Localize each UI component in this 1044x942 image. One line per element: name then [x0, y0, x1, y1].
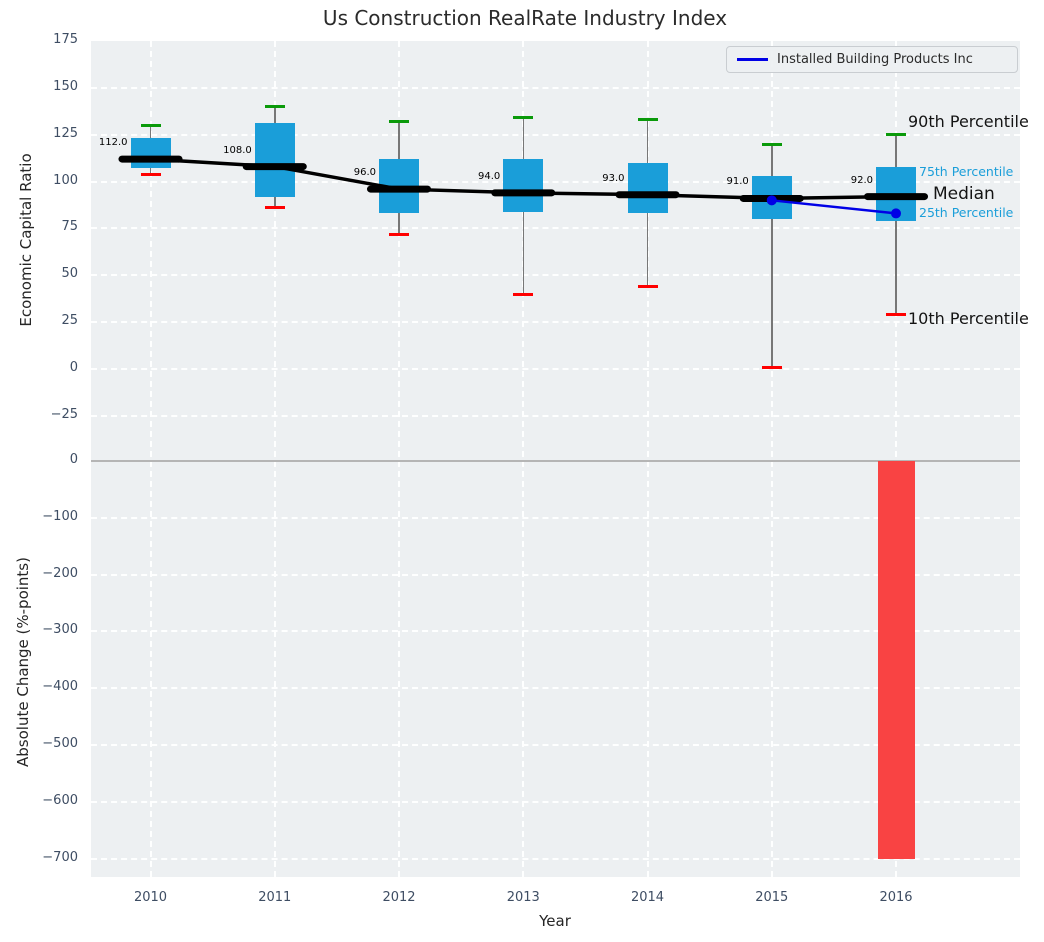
xtick-2013: 2013 [506, 890, 540, 905]
box-2013 [503, 159, 544, 212]
gridline-horizontal [91, 227, 1020, 230]
gridline-vertical [895, 41, 897, 877]
ytick-top-125: 125 [53, 125, 78, 141]
gridline-horizontal [91, 800, 1020, 803]
cap-10th-2011 [264, 206, 285, 210]
ytick-top-175: 175 [53, 31, 78, 47]
gridline-horizontal [91, 133, 1020, 136]
gridline-vertical [522, 41, 525, 877]
xtick-2016: 2016 [879, 890, 913, 905]
cap-10th-2014 [637, 285, 658, 289]
ytick-top-150: 150 [53, 78, 78, 94]
ytick-bottom--700: −700 [42, 849, 78, 865]
whisker-2015 [771, 144, 773, 368]
gridline-horizontal [91, 857, 1020, 860]
gridline-horizontal [91, 86, 1020, 89]
gridline-horizontal [91, 687, 1020, 690]
annotation-90th-percentile: 90th Percentile [908, 112, 1029, 131]
box-2014 [627, 162, 668, 214]
xtick-2010: 2010 [133, 890, 168, 905]
cap-90th-2015 [761, 142, 782, 146]
cap-90th-2011 [264, 105, 285, 109]
chart-title: Us Construction RealRate Industry Index [322, 6, 728, 30]
ytick-top--25: −25 [50, 406, 78, 422]
annotation-median: Median [933, 184, 995, 204]
cap-90th-2013 [513, 116, 534, 120]
annotation-25th-percentile: 25th Percentile [919, 205, 1014, 220]
xtick-2011: 2011 [258, 890, 292, 905]
box-2016 [876, 166, 916, 221]
box-2012 [379, 159, 419, 214]
gridline-horizontal [91, 274, 1020, 277]
legend-label: Installed Building Products Inc [777, 52, 973, 67]
ytick-top-0: 0 [69, 360, 78, 375]
gridline-horizontal [91, 368, 1020, 370]
box-2011 [254, 123, 295, 197]
xtick-2014: 2014 [630, 890, 665, 905]
gridline-horizontal [91, 630, 1020, 633]
cap-90th-2016 [886, 133, 906, 137]
box-2010 [130, 138, 171, 169]
cap-90th-2010 [140, 123, 161, 127]
ytick-bottom--600: −600 [42, 792, 78, 808]
cap-10th-2015 [761, 365, 782, 369]
zero-line [91, 460, 1020, 462]
ytick-bottom--400: −400 [42, 679, 78, 695]
median-value-label-2010: 112.0 [98, 137, 128, 149]
gridline-horizontal [91, 573, 1020, 576]
cap-10th-2013 [513, 292, 534, 296]
ytick-bottom--200: −200 [42, 565, 78, 581]
gridline-vertical [398, 41, 400, 877]
annotation-10th-percentile: 10th Percentile [908, 309, 1029, 328]
ytick-bottom--300: −300 [42, 622, 78, 638]
median-value-label-2011: 108.0 [223, 144, 252, 156]
ytick-top-75: 75 [61, 219, 78, 235]
xtick-2012: 2012 [382, 890, 416, 905]
box-2015 [751, 175, 792, 220]
median-value-label-2016: 92.0 [850, 174, 873, 186]
median-value-label-2013: 94.0 [477, 170, 501, 182]
legend-line-swatch [737, 58, 768, 61]
y-axis-label-bottom: Absolute Change (%-points) [14, 557, 32, 767]
x-axis-label: Year [539, 912, 571, 930]
cap-10th-2012 [389, 232, 409, 236]
ytick-top-100: 100 [53, 172, 78, 188]
median-value-label-2014: 93.0 [602, 172, 625, 184]
ytick-bottom--100: −100 [42, 508, 78, 524]
legend: Installed Building Products Inc [726, 46, 1018, 73]
gridline-vertical [770, 41, 773, 877]
xtick-2015: 2015 [755, 890, 789, 905]
cap-90th-2014 [637, 118, 658, 122]
ytick-bottom-0: 0 [69, 452, 78, 467]
cap-90th-2012 [389, 120, 409, 124]
gridline-vertical [646, 41, 649, 877]
median-value-label-2015: 91.0 [726, 176, 749, 188]
gridline-vertical [273, 41, 276, 877]
gridline-vertical [149, 41, 152, 877]
ytick-top-50: 50 [61, 266, 78, 282]
y-axis-label-top: Economic Capital Ratio [17, 153, 35, 327]
cap-10th-2016 [886, 313, 906, 317]
gridline-horizontal [91, 414, 1020, 417]
gridline-horizontal [91, 744, 1020, 746]
annotation-75th-percentile: 75th Percentile [919, 164, 1014, 179]
bar-absolute-change-2016 [877, 461, 915, 859]
gridline-horizontal [91, 321, 1020, 324]
median-value-label-2012: 96.0 [353, 167, 376, 179]
cap-10th-2010 [140, 172, 161, 176]
gridline-horizontal [91, 516, 1020, 519]
ytick-top-25: 25 [61, 313, 78, 329]
ytick-bottom--500: −500 [42, 736, 78, 751]
whisker-2016 [895, 134, 897, 315]
